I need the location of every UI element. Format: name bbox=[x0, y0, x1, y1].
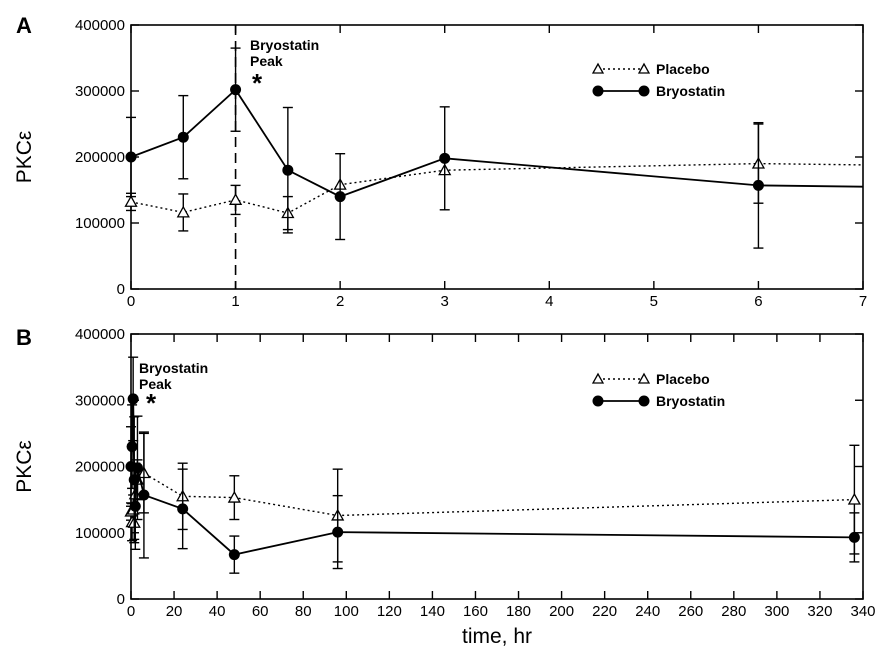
bryostatin-series-line bbox=[130, 398, 855, 556]
x-tick-label: 240 bbox=[635, 603, 660, 620]
placebo-series-line bbox=[130, 472, 855, 523]
placebo-point bbox=[847, 492, 861, 505]
x-tick-label: 140 bbox=[420, 603, 445, 620]
x-tick-label: 2 bbox=[336, 293, 344, 310]
placebo-point bbox=[124, 195, 138, 207]
panel-label: A bbox=[16, 13, 32, 38]
x-tick-label: 20 bbox=[166, 603, 183, 620]
placebo-series-line bbox=[130, 162, 864, 214]
bryostatin-point bbox=[129, 500, 141, 512]
y-tick-label: 200000 bbox=[75, 149, 125, 166]
x-tick-label: 40 bbox=[209, 603, 226, 620]
y-tick-label: 200000 bbox=[75, 459, 125, 476]
x-tick-label: 320 bbox=[807, 603, 832, 620]
legend-bryostatin-marker bbox=[638, 395, 650, 407]
x-tick-label: 4 bbox=[545, 293, 553, 310]
x-tick-label: 100 bbox=[334, 603, 359, 620]
x-tick-label: 60 bbox=[252, 603, 269, 620]
significance-asterisk: * bbox=[146, 388, 157, 418]
significance-asterisk: * bbox=[252, 68, 263, 98]
legend-placebo-label: Placebo bbox=[656, 61, 710, 77]
bryostatin-point bbox=[228, 549, 240, 561]
y-tick-label: 400000 bbox=[75, 326, 125, 343]
bryostatin-point bbox=[848, 531, 860, 543]
x-tick-label: 260 bbox=[678, 603, 703, 620]
y-axis-label: PKCε bbox=[13, 131, 36, 184]
placebo-point bbox=[176, 205, 190, 218]
y-tick-label: 400000 bbox=[75, 17, 125, 34]
x-tick-label: 5 bbox=[650, 293, 658, 310]
annotation-line-2: Peak bbox=[250, 53, 283, 69]
x-tick-label: 280 bbox=[721, 603, 746, 620]
panel-label: B bbox=[16, 325, 32, 350]
x-tick-label: 80 bbox=[295, 603, 312, 620]
bryostatin-point bbox=[439, 152, 451, 164]
bryostatin-point bbox=[128, 474, 140, 486]
legend-placebo-marker bbox=[591, 62, 605, 74]
plot-frame bbox=[130, 24, 864, 290]
legend-placebo-label: Placebo bbox=[656, 371, 710, 387]
bryostatin-point bbox=[332, 526, 344, 538]
x-axis-label: time, hr bbox=[462, 625, 532, 648]
panel-b: B 0 100000 200000 300000 400000 0 20 40 60 80 100 12… bbox=[13, 325, 876, 648]
x-tick-label: 1 bbox=[231, 293, 239, 310]
x-tick-label: 0 bbox=[127, 293, 135, 310]
bryostatin-point bbox=[126, 441, 138, 453]
legend-bryostatin-label: Bryostatin bbox=[656, 393, 725, 409]
y-axis-label: PKCε bbox=[13, 440, 36, 493]
x-tick-label: 180 bbox=[506, 603, 531, 620]
bryostatin-point bbox=[177, 503, 189, 515]
bryostatin-point bbox=[334, 191, 346, 203]
x-tick-label: 340 bbox=[850, 603, 875, 620]
bryostatin-point bbox=[282, 164, 294, 176]
x-tick-label: 0 bbox=[127, 603, 135, 620]
y-tick-label: 100000 bbox=[75, 525, 125, 542]
panel-a: A 0 100000 200000 300000 400000 0 1 2 3 4 5 6 7 PKCε Br… bbox=[13, 13, 867, 310]
legend-placebo-marker bbox=[637, 372, 651, 384]
legend-placebo-marker bbox=[637, 62, 651, 74]
annotation-line-1: Bryostatin bbox=[139, 360, 208, 376]
x-tick-label: 220 bbox=[592, 603, 617, 620]
plot-frame bbox=[130, 333, 864, 600]
legend-placebo-marker bbox=[591, 372, 605, 384]
x-tick-label: 6 bbox=[754, 293, 762, 310]
bryostatin-point bbox=[230, 84, 242, 96]
x-tick-label: 7 bbox=[859, 293, 867, 310]
legend-bryostatin-marker bbox=[592, 395, 604, 407]
placebo-point bbox=[227, 490, 241, 503]
placebo-point bbox=[228, 193, 243, 205]
bryostatin-point bbox=[177, 131, 189, 143]
y-tick-label: 300000 bbox=[75, 392, 125, 409]
legend-bryostatin-marker bbox=[638, 85, 650, 97]
x-tick-label: 300 bbox=[764, 603, 789, 620]
annotation-line-2: Peak bbox=[139, 376, 172, 392]
bryostatin-series-line bbox=[130, 88, 864, 198]
bryostatin-point bbox=[138, 489, 150, 501]
annotation-line-1: Bryostatin bbox=[250, 37, 319, 53]
y-tick-label: 0 bbox=[117, 591, 125, 608]
x-tick-label: 200 bbox=[549, 603, 574, 620]
x-tick-label: 120 bbox=[377, 603, 402, 620]
legend-bryostatin-label: Bryostatin bbox=[656, 83, 725, 99]
x-tick-label: 160 bbox=[463, 603, 488, 620]
bryostatin-point bbox=[127, 393, 139, 405]
y-tick-label: 0 bbox=[117, 281, 125, 298]
legend-bryostatin-marker bbox=[592, 85, 604, 97]
bryostatin-point bbox=[131, 462, 143, 474]
x-tick-label: 3 bbox=[441, 293, 449, 310]
bryostatin-point bbox=[752, 179, 764, 191]
y-tick-label: 100000 bbox=[75, 215, 125, 232]
bryostatin-point bbox=[125, 151, 137, 163]
y-tick-label: 300000 bbox=[75, 83, 125, 100]
